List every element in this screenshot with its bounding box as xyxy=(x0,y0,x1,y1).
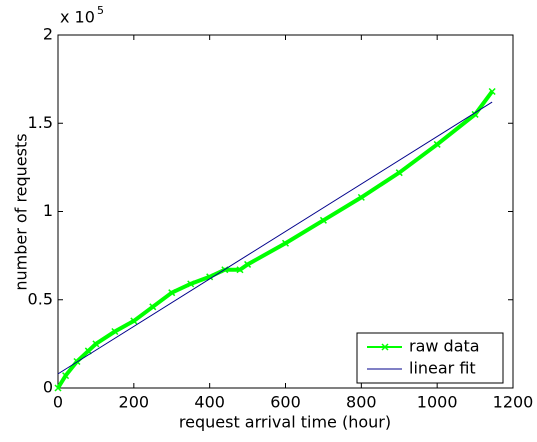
series-line xyxy=(57,101,493,375)
marker xyxy=(206,273,214,281)
y-scale-label: x 10 xyxy=(60,8,95,27)
marker xyxy=(111,327,119,336)
marker xyxy=(471,110,479,118)
marker xyxy=(187,280,195,288)
legend-marker xyxy=(381,343,389,351)
x-axis-label: request arrival time (hour) xyxy=(179,413,391,432)
y-tick-label: 0 xyxy=(43,378,53,397)
marker xyxy=(130,317,138,325)
marker xyxy=(281,239,290,247)
legend-label: linear fit xyxy=(409,359,476,378)
y-tick-label: 1 xyxy=(43,201,53,220)
marker xyxy=(62,372,70,380)
marker xyxy=(433,140,441,148)
marker xyxy=(54,384,62,392)
marker xyxy=(92,340,100,348)
y-axis-label: number of requests xyxy=(12,133,31,290)
x-tick-label: 1200 xyxy=(493,393,534,412)
y-tick-label: 0.5 xyxy=(28,289,53,308)
y-tick-label: 1.5 xyxy=(28,113,53,132)
x-tick-label: 600 xyxy=(270,393,301,412)
plot-area xyxy=(57,34,514,389)
marker xyxy=(357,193,365,201)
legend-label: raw data xyxy=(409,337,480,356)
marker xyxy=(319,216,327,224)
x-tick-label: 1000 xyxy=(417,393,458,412)
y-scale-exponent: 5 xyxy=(97,4,104,17)
marker xyxy=(149,303,157,311)
x-tick-label: 800 xyxy=(346,393,377,412)
marker xyxy=(488,87,496,96)
x-tick-label: 200 xyxy=(119,393,150,412)
marker xyxy=(236,266,244,274)
marker xyxy=(168,289,176,297)
marker xyxy=(395,169,403,177)
x-tick-label: 400 xyxy=(194,393,225,412)
legend-box xyxy=(356,332,504,384)
marker xyxy=(244,260,252,268)
x-tick-label: 0 xyxy=(53,393,63,412)
y-tick-label: 2 xyxy=(43,25,53,44)
marker xyxy=(84,347,92,355)
